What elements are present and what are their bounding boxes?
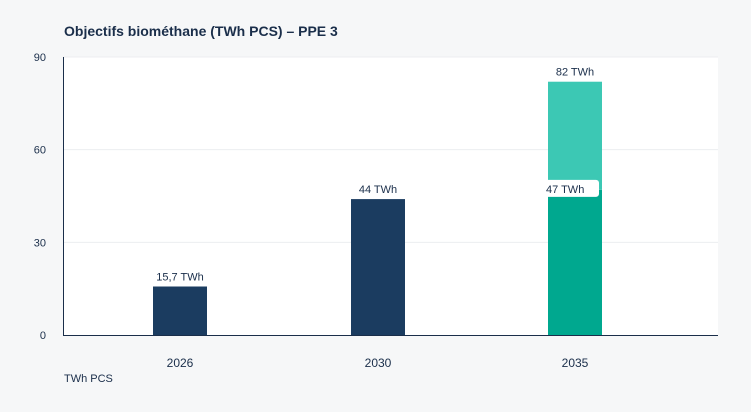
y-tick-label: 30	[34, 237, 46, 249]
data-label: 44 TWh	[359, 184, 397, 196]
bar-segment-2035	[548, 189, 602, 335]
bar-segment-2026	[153, 286, 207, 335]
data-label: 47 TWh	[546, 184, 584, 196]
chart-title: Objectifs biométhane (TWh PCS) – PPE 3	[64, 23, 338, 39]
y-tick-label: 60	[34, 145, 46, 157]
bar-segment-2030	[351, 199, 405, 335]
data-label: 15,7 TWh	[156, 272, 204, 284]
y-tick-label: 90	[34, 52, 46, 64]
y-tick-label: 0	[40, 330, 46, 342]
x-tick-label: 2030	[365, 356, 392, 370]
data-label: 82 TWh	[556, 67, 594, 79]
x-tick-label: 2026	[167, 356, 194, 370]
data-label-box	[544, 179, 599, 197]
x-tick-label: 2035	[562, 356, 589, 370]
bar-segment-2035	[548, 81, 602, 190]
y-axis-unit-label: TWh PCS	[64, 373, 113, 385]
